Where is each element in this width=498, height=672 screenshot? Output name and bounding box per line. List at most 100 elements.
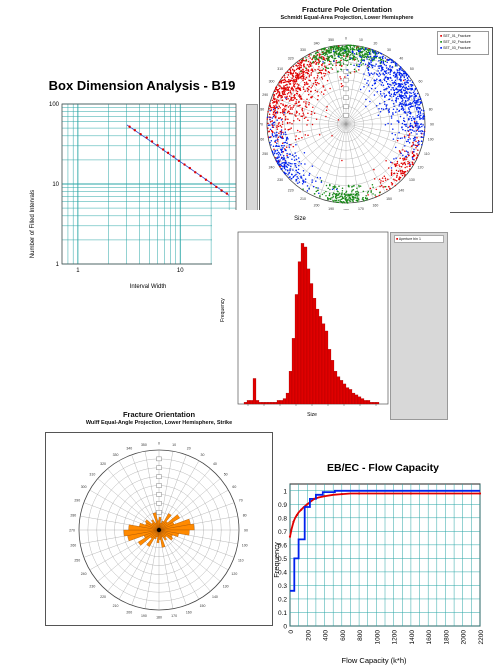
y-tick-label: 100 [49,102,60,108]
histogram-bar [249,400,254,405]
pole-point [313,77,315,79]
pole-point [390,123,393,125]
flow-series-point [409,492,413,495]
pole-point [291,74,294,77]
rose-azimuth-label: 120 [231,572,237,576]
pole-point [397,97,399,100]
pole-point [273,148,275,150]
pole-point [354,193,357,196]
pole-point [420,140,423,143]
pole-point [383,100,386,103]
fracture-pole-legend: ■ SET_01_Fracture ■ SET_02_Fracture ■ SE… [437,31,489,55]
pole-point [275,93,278,95]
pole-point [321,193,324,196]
pole-point [405,94,407,97]
pole-point [374,87,377,89]
pole-point [409,115,411,118]
pole-point [295,173,297,176]
pole-point [277,162,279,165]
pole-point [309,79,311,82]
pole-point [321,78,324,80]
pole-azimuth-spoke [345,55,386,125]
pole-point [278,87,281,90]
pole-point [372,193,374,195]
pole-point [355,53,358,56]
pole-point [290,106,292,109]
pole-point [268,107,270,110]
pole-point [314,58,316,61]
pole-point [413,136,416,138]
pole-point [399,89,402,91]
pole-point [291,112,293,115]
pole-point [277,100,280,102]
pole-point [305,83,307,85]
pole-point [353,64,355,66]
pole-point [396,76,398,78]
pole-point [318,55,321,57]
rose-azimuth-label: 220 [100,595,106,599]
pole-point [306,71,308,74]
data-point [183,163,186,166]
pole-point [370,63,372,66]
pole-point [279,159,281,161]
pole-point [375,63,377,65]
pole-point [305,69,307,72]
pole-point [368,90,371,92]
pole-point [346,54,349,56]
pole-point [278,122,280,124]
pole-azimuth-label: 130 [409,178,415,182]
pole-point [391,182,394,185]
pole-point [396,164,398,166]
pole-point [374,52,376,54]
pole-point [423,134,425,136]
pole-point [400,76,402,78]
pole-point [335,196,337,198]
pole-point [354,191,357,193]
pole-point [402,157,404,160]
pole-point [269,110,271,112]
size-histogram-xlabel: Size [307,412,317,418]
pole-point [346,46,349,49]
pole-point [323,72,325,75]
pole-point [362,48,365,51]
pole-point [279,124,282,127]
pole-point [340,83,343,85]
pole-point [394,82,397,84]
histogram-bar [354,394,359,405]
pole-point [372,64,374,67]
pole-point [339,76,341,78]
pole-point [275,157,278,159]
rose-azimuth-label: 260 [70,544,76,548]
pole-point [402,128,404,131]
pole-point [305,60,307,62]
pole-point [323,48,326,51]
pole-point [280,81,283,83]
pole-point [389,187,391,190]
pole-point [404,89,407,92]
pole-point [399,137,402,140]
pole-point [300,66,302,69]
pole-azimuth-spoke [268,123,347,138]
histogram-bar [276,400,281,405]
pole-point [325,109,328,112]
rose-azimuth-label: 70 [239,499,243,503]
pole-point [381,68,384,70]
pole-point [345,191,347,194]
pole-point [286,166,288,169]
pole-point [301,78,303,80]
pole-point [308,103,310,106]
pole-azimuth-spoke [332,123,347,202]
pole-point [272,98,275,100]
pole-point [354,58,357,60]
x-tick-label: 800 [357,630,364,641]
pole-point [295,76,297,79]
pole-point [387,58,389,61]
pole-point [283,92,286,94]
pole-point [380,62,383,64]
pole-point [383,78,385,80]
pole-point [396,120,399,122]
pole-point [319,60,321,63]
rose-azimuth-label: 170 [171,614,177,618]
pole-point [398,95,401,97]
pole-point [270,144,272,146]
